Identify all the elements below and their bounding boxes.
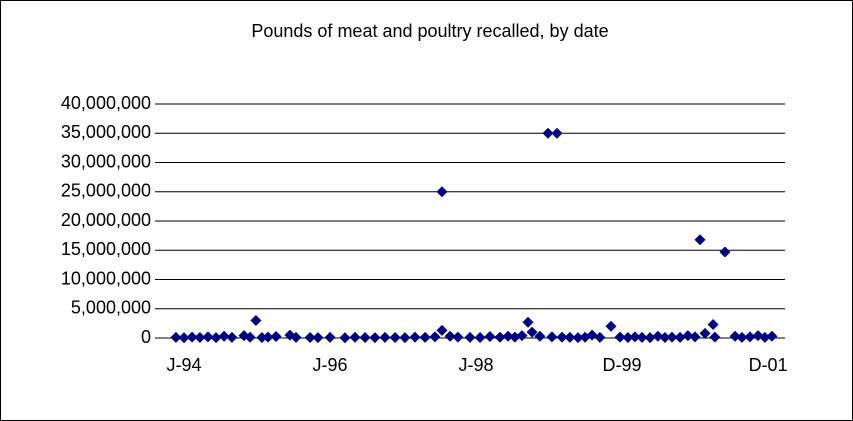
data-point bbox=[379, 331, 391, 343]
data-point bbox=[707, 319, 719, 331]
data-point bbox=[736, 331, 748, 343]
data-point bbox=[551, 127, 563, 139]
data-point bbox=[674, 331, 686, 343]
data-point bbox=[689, 331, 701, 343]
data-point bbox=[652, 330, 664, 342]
data-point bbox=[572, 332, 584, 344]
data-point bbox=[359, 331, 371, 343]
data-point bbox=[444, 330, 456, 342]
data-point bbox=[226, 331, 238, 343]
data-point bbox=[464, 331, 476, 343]
data-point bbox=[250, 314, 262, 326]
y-tick-label: 35,000,000 bbox=[61, 122, 151, 142]
data-point bbox=[262, 331, 274, 343]
data-point bbox=[526, 326, 538, 338]
data-point bbox=[436, 324, 448, 336]
y-tick-label: 0 bbox=[141, 327, 151, 347]
data-point bbox=[546, 331, 558, 343]
data-point bbox=[744, 331, 756, 343]
data-point bbox=[312, 332, 324, 344]
data-point bbox=[586, 329, 598, 341]
data-point bbox=[629, 331, 641, 343]
data-point bbox=[324, 331, 336, 343]
x-tick-label: J-96 bbox=[313, 355, 348, 375]
data-point bbox=[516, 330, 528, 342]
data-point bbox=[659, 331, 671, 343]
x-tick-label: D-99 bbox=[603, 355, 642, 375]
x-tick-label: J-94 bbox=[166, 355, 201, 375]
data-point bbox=[429, 331, 441, 343]
y-tick-label: 15,000,000 bbox=[61, 239, 151, 259]
data-point bbox=[409, 331, 421, 343]
data-point bbox=[270, 331, 282, 343]
data-point bbox=[534, 330, 546, 342]
y-tick-label: 40,000,000 bbox=[61, 93, 151, 113]
data-point bbox=[399, 332, 411, 344]
x-tick-label: D-01 bbox=[749, 355, 788, 375]
data-point bbox=[202, 331, 214, 343]
data-point bbox=[474, 332, 486, 344]
data-point bbox=[614, 331, 626, 343]
data-point bbox=[522, 316, 534, 328]
x-tick-label: J-98 bbox=[459, 355, 494, 375]
data-point bbox=[766, 330, 778, 342]
data-point bbox=[170, 331, 182, 343]
data-point bbox=[759, 331, 771, 343]
data-point bbox=[594, 331, 606, 343]
y-tick-label: 5,000,000 bbox=[71, 298, 151, 318]
data-point bbox=[304, 332, 316, 344]
chart-title: Pounds of meat and poultry recalled, by … bbox=[251, 21, 608, 41]
data-point bbox=[369, 332, 381, 344]
y-tick-label: 20,000,000 bbox=[61, 210, 151, 230]
data-point bbox=[699, 327, 711, 339]
data-point bbox=[339, 332, 351, 344]
data-point bbox=[389, 332, 401, 344]
data-point bbox=[218, 330, 230, 342]
y-tick-label: 25,000,000 bbox=[61, 181, 151, 201]
data-point bbox=[729, 330, 741, 342]
data-point bbox=[719, 246, 731, 258]
data-point bbox=[682, 330, 694, 342]
data-point bbox=[709, 331, 721, 343]
data-point bbox=[666, 331, 678, 343]
data-point bbox=[178, 332, 190, 344]
data-point bbox=[194, 332, 206, 344]
data-point bbox=[494, 331, 506, 343]
data-point bbox=[644, 332, 656, 344]
data-point bbox=[694, 234, 706, 246]
data-point bbox=[349, 331, 361, 343]
data-point bbox=[290, 331, 302, 343]
data-point bbox=[556, 331, 568, 343]
data-point bbox=[484, 331, 496, 343]
data-point bbox=[509, 331, 521, 343]
y-tick-label: 10,000,000 bbox=[61, 268, 151, 288]
data-point bbox=[244, 331, 256, 343]
data-point bbox=[622, 332, 634, 344]
data-point bbox=[542, 127, 554, 139]
data-point bbox=[564, 331, 576, 343]
data-point bbox=[210, 332, 222, 344]
data-point bbox=[419, 331, 431, 343]
data-point bbox=[186, 331, 198, 343]
y-tick-label: 30,000,000 bbox=[61, 151, 151, 171]
data-point bbox=[502, 330, 514, 342]
data-point bbox=[605, 320, 617, 332]
data-point bbox=[452, 331, 464, 343]
data-point bbox=[636, 331, 648, 343]
data-point bbox=[436, 186, 448, 198]
data-point bbox=[256, 331, 268, 343]
